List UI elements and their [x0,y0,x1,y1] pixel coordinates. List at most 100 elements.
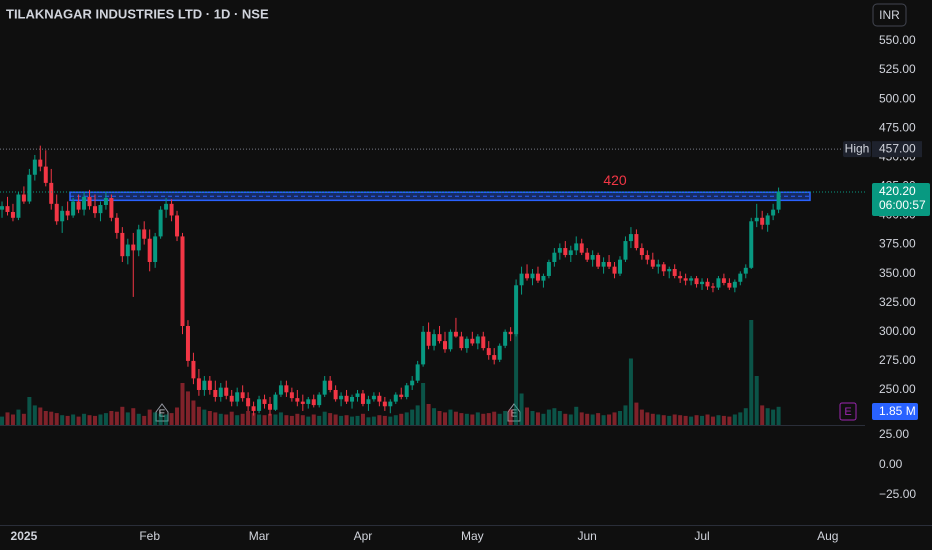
y-tick-label: 525.00 [879,62,916,76]
volume-bar [257,414,262,425]
currency-label[interactable]: INR [879,8,900,22]
volume-bar [185,391,190,425]
volume-bar [16,409,21,425]
volume-bar [114,411,119,425]
candle-body [470,338,475,344]
volume-bar [552,408,557,425]
candle-body [27,174,32,202]
volume-bar [350,416,355,425]
volume-bar [131,408,136,425]
candle-body [49,182,54,204]
volume-bar [5,412,10,425]
candle-body [721,278,726,283]
volume-bar [71,414,76,425]
volume-bar [164,414,169,425]
volume-bar [317,415,322,425]
volume-bar [273,414,278,425]
volume-bar [470,414,475,425]
volume-bar [196,406,201,425]
volume-bar [514,330,519,425]
candle-body [546,262,551,276]
candle-body [246,398,251,407]
candle-body [333,389,338,400]
candle-body [442,341,447,350]
candle-body [421,331,426,365]
volume-bar [224,414,229,425]
upcoming-earnings[interactable]: E [839,402,857,421]
candle-body [579,243,584,253]
volume-bar [541,413,546,425]
volume-bar [732,414,737,425]
volume-bar [142,415,147,425]
candle-body [519,273,524,286]
candle-body [377,395,382,402]
volume-bar [213,412,218,425]
candle-body [43,166,48,183]
volume-bar [601,415,606,425]
volume-bar [235,415,240,425]
x-tick-label: Jun [578,529,597,543]
volume-bar [535,412,540,425]
candle-body [339,395,344,400]
y-tick-label: 500.00 [879,91,916,105]
candle-body [267,403,272,410]
candle-body [382,401,387,407]
candle-body [776,191,781,210]
candle-body [672,268,677,276]
candle-body [459,336,464,349]
volume-bar [246,411,251,425]
volume-bar [82,413,87,425]
volume-bar [191,400,196,425]
last-price-label: 420.20 [879,184,916,198]
candle-body [169,203,174,216]
candle-body [257,399,262,411]
high-value-label: 457.00 [879,141,916,155]
candle-body [732,281,737,288]
volume-bar [339,415,344,425]
candle-body [689,278,694,281]
candle-body [760,217,765,225]
volume-bar [306,416,311,425]
candle-body [306,399,311,404]
volume-bar [147,409,152,425]
candle-body [322,380,327,395]
candle-body [207,380,212,390]
candle-body [667,268,672,272]
volume-bar [169,413,174,425]
x-tick-label: Jul [694,529,709,543]
candle-body [749,221,754,268]
volume-bar [38,407,43,425]
candle-body [54,203,59,222]
candle-body [131,244,136,251]
volume-bar [760,405,765,425]
volume-bar [43,411,48,425]
volume-bar [508,409,513,425]
candle-body [661,264,666,272]
volume-bar [492,411,497,425]
candle-body [705,281,710,287]
volume-bar [710,416,715,425]
volume-bar [371,416,376,425]
volume-bar [262,415,267,425]
volume-bar [333,414,338,425]
candle-body [492,355,497,360]
volume-bar [574,406,579,425]
candle-body [650,259,655,267]
volume-bar [464,413,469,425]
candle-body [10,211,15,218]
currency-button[interactable] [872,3,907,27]
volume-bar [689,416,694,425]
volume-bar [92,415,97,425]
candle-body [32,159,37,175]
volume-bar [10,414,15,425]
volume-bar [54,413,59,425]
candle-body [344,395,349,402]
candle-body [399,394,404,397]
candle-body [360,393,365,404]
candle-body [103,198,108,205]
volume-bar [749,320,754,425]
volume-bar [410,409,415,425]
countdown-label: 06:00:57 [879,198,926,212]
high-value-bg [872,141,922,158]
